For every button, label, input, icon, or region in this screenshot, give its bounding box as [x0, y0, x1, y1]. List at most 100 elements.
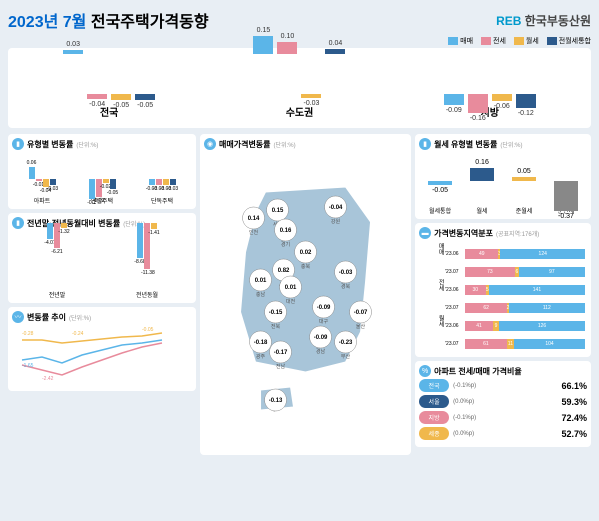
dist-row: '23.07 6111104 — [421, 339, 585, 349]
svg-text:-0.24: -0.24 — [72, 331, 84, 337]
korea-map: 0.14 인천 0.15 서울 0.16 경기 -0.04 강원 0.02 충북… — [204, 152, 407, 412]
svg-text:대전: 대전 — [286, 298, 296, 305]
legend-item: 매매 — [448, 36, 473, 46]
main-chart-group: -0.09 -0.16 -0.06 -0.12 지방 — [395, 54, 585, 122]
ratio-rows: 전국 (-0.1%p) 66.1% 서울 (0.0%p) 59.3% 지방 (-… — [419, 379, 587, 440]
legend-item: 전세 — [481, 36, 506, 46]
yoy-chart: -4.07 -6.21 -1.32 -8.68 -11.38 -1.41 — [12, 233, 192, 288]
mini-group: -4.07 -6.21 -1.32 — [12, 233, 102, 288]
ratio-badge: 전국 — [419, 379, 449, 392]
region-label: 지방 — [395, 104, 585, 119]
ratio-title: 아파트 전세/매매 가격비율 — [434, 366, 522, 377]
dist-title: 가격변동지역분포 — [434, 228, 493, 239]
main-charts: 0.03 -0.04 -0.05 -0.05 전국 0.15 0.10 -0.0… — [8, 48, 591, 128]
group-label: 단독주택 — [132, 196, 192, 205]
mini-group: 0.06 -0.01 -0.04 -0.03 — [12, 154, 72, 194]
map-unit: (단위:%) — [274, 140, 296, 149]
ratio-value: 52.7% — [561, 429, 587, 439]
yoy-title: 전년말·전년동월대비 변동률 — [27, 218, 120, 229]
svg-text:충북: 충북 — [301, 263, 311, 270]
svg-text:전북: 전북 — [271, 323, 281, 330]
dist-row: 월세 '23.06 419126 — [421, 315, 585, 337]
monthly-bar: 0.16 — [470, 156, 494, 206]
group-label: 전년동월 — [102, 290, 192, 299]
svg-text:-0.17: -0.17 — [274, 350, 288, 356]
trend-panel: 〰 변동률 추이 (단위:%) -0.28 -0.24 -0.05 -1.65 … — [8, 307, 196, 391]
chart-icon: ▬ — [419, 227, 431, 239]
svg-text:-0.15: -0.15 — [269, 310, 283, 316]
svg-text:0.01: 0.01 — [285, 285, 297, 291]
main-chart-group: 0.03 -0.04 -0.05 -0.05 전국 — [14, 54, 204, 122]
title-text: 전국주택가격동향 — [91, 14, 209, 31]
svg-text:-0.09: -0.09 — [314, 335, 328, 341]
legend-top: 매매 전세 월세 전월세통합 — [8, 36, 591, 46]
ratio-badge: 지방 — [419, 411, 449, 424]
dist-row: '23.07 622112 — [421, 303, 585, 313]
logo-reb: REB — [496, 14, 521, 28]
ratio-change: (0.0%p) — [453, 399, 557, 405]
trend-title: 변동률 추이 — [27, 312, 66, 323]
dist-unit: (공표지역:176개) — [496, 229, 539, 238]
mini-group: -0.1 -0.09 -0.02 -0.05 — [72, 154, 132, 194]
legend-item: 전월세통합 — [547, 36, 591, 46]
mini-group: -8.68 -11.38 -1.41 — [102, 233, 192, 288]
svg-text:경기: 경기 — [281, 241, 290, 248]
ratio-change: (0.0%p) — [453, 431, 557, 437]
svg-text:대구: 대구 — [319, 318, 329, 325]
svg-text:제주: 제주 — [271, 411, 281, 412]
ratio-row: 지방 (-0.1%p) 72.4% — [419, 411, 587, 424]
monthly-unit: (단위:%) — [500, 140, 522, 149]
monthly-label: 월세 — [470, 206, 494, 215]
legend-item: 월세 — [514, 36, 539, 46]
monthly-label: 월세통합 — [428, 206, 452, 215]
monthly-bar: 0.05 — [512, 156, 536, 206]
chart-icon: ▮ — [12, 138, 24, 150]
dist-row: 전세 '23.06 305141 — [421, 279, 585, 301]
svg-text:-0.13: -0.13 — [269, 398, 283, 404]
ratio-change: (-0.1%p) — [453, 383, 557, 389]
svg-text:0.82: 0.82 — [278, 268, 290, 274]
ratio-value: 59.3% — [561, 397, 587, 407]
ratio-panel: % 아파트 전세/매매 가격비율 전국 (-0.1%p) 66.1% 서울 (0… — [415, 361, 591, 447]
svg-text:-1.65: -1.65 — [22, 363, 34, 369]
dist-panel: ▬ 가격변동지역분포 (공표지역:176개) 매매 '23.06 493124 … — [415, 223, 591, 357]
monthly-bar: -0.05 — [428, 156, 452, 206]
svg-text:-2.42: -2.42 — [42, 376, 54, 382]
map-panel: ◉ 매매가격변동률 (단위:%) 0.14 인천 0.15 서울 0.16 경기… — [200, 134, 411, 455]
svg-text:-0.03: -0.03 — [339, 270, 353, 276]
header: 2023년 7월 전국주택가격동향 REB 한국부동산원 — [8, 8, 591, 32]
svg-text:0.15: 0.15 — [272, 208, 284, 214]
type-title: 유형별 변동률 — [27, 139, 73, 150]
chart-icon: ▮ — [12, 217, 24, 229]
svg-text:전남: 전남 — [276, 363, 286, 370]
mini-group: -0.03 -0.03 -0.03 -0.03 — [132, 154, 192, 194]
svg-text:0.16: 0.16 — [280, 228, 292, 234]
group-label: 전년말 — [12, 290, 102, 299]
svg-text:부산: 부산 — [341, 353, 351, 360]
group-label: 아파트 — [12, 196, 72, 205]
dist-row: 매매 '23.06 493124 — [421, 243, 585, 265]
svg-text:-0.05: -0.05 — [142, 327, 154, 333]
svg-text:0.01: 0.01 — [255, 278, 267, 284]
chart-icon: 〰 — [12, 311, 24, 323]
svg-text:강원: 강원 — [331, 218, 341, 225]
svg-text:-0.18: -0.18 — [254, 340, 268, 346]
trend-chart: -0.28 -0.24 -0.05 -1.65 -2.42 — [12, 325, 192, 385]
svg-text:-0.04: -0.04 — [329, 205, 343, 211]
ratio-row: 세종 (0.0%p) 52.7% — [419, 427, 587, 440]
ratio-change: (-0.1%p) — [453, 415, 557, 421]
svg-text:광주: 광주 — [256, 353, 266, 360]
svg-text:인천: 인천 — [249, 229, 259, 236]
svg-text:0.14: 0.14 — [248, 216, 260, 222]
ratio-badge: 서울 — [419, 395, 449, 408]
dist-row: '23.07 73697 — [421, 267, 585, 277]
chart-icon: % — [419, 365, 431, 377]
region-label: 수도권 — [204, 104, 394, 119]
main-chart-group: 0.15 0.10 -0.03 0.04 수도권 — [204, 54, 394, 122]
ratio-value: 72.4% — [561, 413, 587, 423]
ratio-row: 서울 (0.0%p) 59.3% — [419, 395, 587, 408]
monthly-bar: -0.37 — [554, 156, 578, 206]
type-chart: 0.06 -0.01 -0.04 -0.03 -0.1 -0.09 -0.02 … — [12, 154, 192, 194]
chart-icon: ▮ — [419, 138, 431, 150]
monthly-panel: ▮ 월세 유형별 변동률 (단위:%) -0.05 0.16 0.05 -0.3… — [415, 134, 591, 219]
